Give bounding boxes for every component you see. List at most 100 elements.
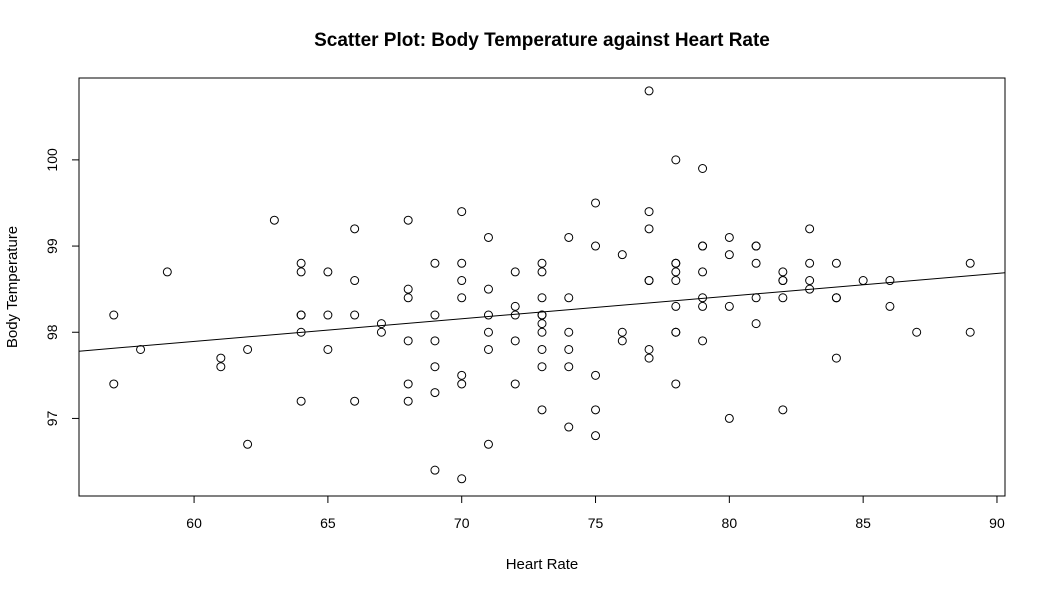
data-point xyxy=(858,276,868,286)
data-point xyxy=(243,344,253,354)
data-point xyxy=(644,86,654,96)
points-layer xyxy=(109,86,975,484)
data-point xyxy=(644,224,654,234)
data-point xyxy=(805,284,815,294)
data-point xyxy=(644,207,654,217)
y-axis-label: Body Temperature xyxy=(4,226,21,348)
data-point xyxy=(724,250,734,260)
data-point xyxy=(216,353,226,363)
data-point xyxy=(457,293,467,303)
data-point xyxy=(483,439,493,449)
data-point xyxy=(162,267,172,277)
y-tick-label: 97 xyxy=(44,410,60,426)
regression-line xyxy=(78,272,1006,352)
data-point xyxy=(296,396,306,406)
data-point xyxy=(457,207,467,217)
data-point xyxy=(831,258,841,268)
data-point xyxy=(510,301,520,311)
data-point xyxy=(698,163,708,173)
data-point xyxy=(323,310,333,320)
data-point xyxy=(376,319,386,329)
data-point xyxy=(778,267,788,277)
data-point xyxy=(350,310,360,320)
data-point xyxy=(537,319,547,329)
data-point xyxy=(751,319,761,329)
data-point xyxy=(350,224,360,234)
data-point xyxy=(564,422,574,432)
data-point xyxy=(698,293,708,303)
data-point xyxy=(617,327,627,337)
data-point xyxy=(671,276,681,286)
data-point xyxy=(591,431,601,441)
x-tick-label: 60 xyxy=(186,515,202,531)
data-point xyxy=(751,293,761,303)
data-point xyxy=(698,336,708,346)
data-point xyxy=(831,293,841,303)
data-point xyxy=(403,396,413,406)
y-tick-label: 99 xyxy=(44,238,60,254)
regression-line-layer xyxy=(78,272,1006,352)
data-point xyxy=(778,276,788,286)
data-point xyxy=(323,344,333,354)
y-axis: 97 98 99 100 xyxy=(44,148,80,426)
data-point xyxy=(403,215,413,225)
data-point xyxy=(591,370,601,380)
data-point xyxy=(430,465,440,475)
data-point xyxy=(430,362,440,372)
data-point xyxy=(724,413,734,423)
data-point xyxy=(805,224,815,234)
data-point xyxy=(671,267,681,277)
data-point xyxy=(564,293,574,303)
data-point xyxy=(805,258,815,268)
data-point xyxy=(483,284,493,294)
data-point xyxy=(483,232,493,242)
data-point xyxy=(350,276,360,286)
data-point xyxy=(912,327,922,337)
data-point xyxy=(671,327,681,337)
data-point xyxy=(698,301,708,311)
x-axis-label: Heart Rate xyxy=(506,556,579,573)
data-point xyxy=(403,336,413,346)
data-point xyxy=(644,276,654,286)
x-tick-label: 75 xyxy=(588,515,604,531)
data-point xyxy=(296,310,306,320)
data-point xyxy=(457,370,467,380)
data-point xyxy=(724,232,734,242)
y-tick-label: 98 xyxy=(44,324,60,340)
x-tick-label: 65 xyxy=(320,515,336,531)
data-point xyxy=(269,215,279,225)
data-point xyxy=(537,405,547,415)
data-point xyxy=(644,344,654,354)
x-tick-label: 70 xyxy=(454,515,470,531)
data-point xyxy=(296,327,306,337)
data-point xyxy=(885,276,895,286)
data-point xyxy=(430,258,440,268)
data-point xyxy=(483,344,493,354)
data-point xyxy=(564,344,574,354)
data-point xyxy=(403,293,413,303)
data-point xyxy=(483,327,493,337)
x-tick-label: 90 xyxy=(989,515,1005,531)
y-tick-label: 100 xyxy=(44,148,60,172)
data-point xyxy=(216,362,226,372)
data-point xyxy=(243,439,253,449)
data-point xyxy=(591,198,601,208)
data-point xyxy=(510,379,520,389)
data-point xyxy=(136,344,146,354)
data-point xyxy=(403,379,413,389)
data-point xyxy=(296,267,306,277)
data-point xyxy=(778,405,788,415)
x-tick-label: 85 xyxy=(855,515,871,531)
data-point xyxy=(457,474,467,484)
data-point xyxy=(296,258,306,268)
data-point xyxy=(537,310,547,320)
data-point xyxy=(644,353,654,363)
data-point xyxy=(510,310,520,320)
data-point xyxy=(831,353,841,363)
data-point xyxy=(617,250,627,260)
data-point xyxy=(537,293,547,303)
data-point xyxy=(537,327,547,337)
data-point xyxy=(885,301,895,311)
data-point xyxy=(430,310,440,320)
